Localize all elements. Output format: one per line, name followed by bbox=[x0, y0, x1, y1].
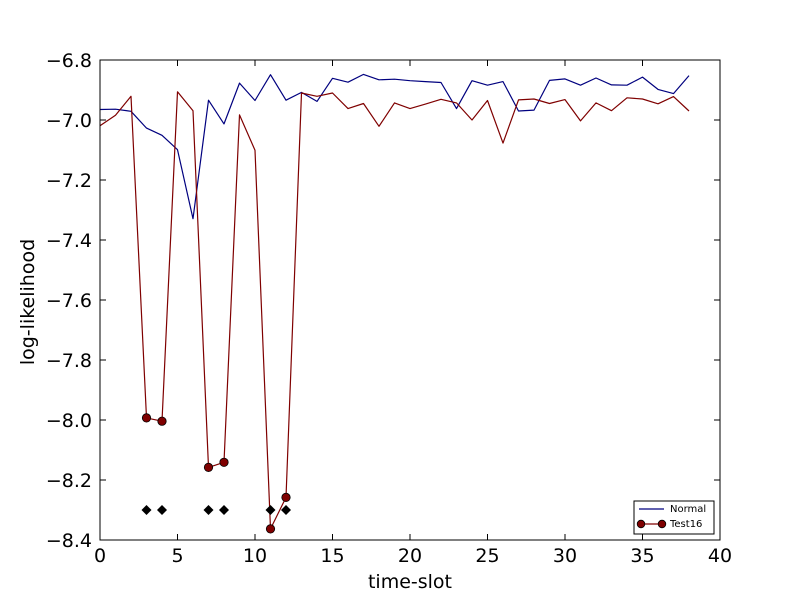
y-tick-label: −7.4 bbox=[46, 230, 92, 252]
y-tick-label: −7.2 bbox=[46, 170, 92, 192]
series-line-normal bbox=[99, 73, 690, 220]
test16-point-marker bbox=[203, 462, 214, 472]
anomaly-diamond-marker bbox=[141, 505, 152, 515]
x-tick-label: 10 bbox=[243, 545, 267, 567]
series-line-test16 bbox=[99, 91, 690, 530]
y-tick-label: −8.4 bbox=[46, 530, 92, 552]
x-tick-label: 15 bbox=[320, 545, 344, 567]
test16-point-marker bbox=[265, 524, 276, 534]
x-tick-label: 25 bbox=[475, 545, 499, 567]
x-axis-label: time-slot bbox=[368, 571, 452, 593]
test16-point-marker bbox=[157, 416, 167, 426]
x-tick-label: 20 bbox=[398, 545, 422, 567]
test16-point-marker bbox=[281, 492, 291, 502]
legend-box bbox=[633, 500, 715, 535]
legend-test16-marker-left bbox=[636, 519, 646, 529]
y-tick-label: −7.6 bbox=[46, 290, 92, 312]
legend-normal-label: Normal bbox=[670, 504, 706, 515]
anomaly-diamond-marker bbox=[157, 505, 167, 515]
legend-test16-marker-right bbox=[657, 519, 667, 529]
x-tick-label: 0 bbox=[94, 545, 106, 567]
x-tick-label: 5 bbox=[171, 545, 183, 567]
y-tick-label: −7.0 bbox=[46, 110, 92, 132]
anomaly-diamond-marker bbox=[219, 505, 229, 515]
x-tick-label: 40 bbox=[708, 545, 732, 567]
x-tick-label: 35 bbox=[630, 545, 654, 567]
axis-ticks: 0 5 10 15 20 25 30 35 40 −6.8 −7.0 −7.2 −7.4 −7.6 −7.8… bbox=[46, 50, 732, 567]
test16-point-marker bbox=[141, 413, 152, 423]
y-tick-label: −8.2 bbox=[46, 470, 92, 492]
y-tick-label: −8.0 bbox=[46, 410, 92, 432]
y-tick-label: −6.8 bbox=[46, 50, 92, 72]
anomaly-diamond-marker bbox=[203, 505, 214, 515]
anomaly-diamond-marker bbox=[265, 505, 276, 515]
y-tick-label: −7.8 bbox=[46, 350, 92, 372]
legend-test16-label: Test16 bbox=[669, 519, 702, 530]
test16-point-marker bbox=[219, 457, 229, 467]
plot-area bbox=[99, 73, 690, 534]
y-axis-label: log-likelihood bbox=[17, 239, 39, 365]
legend: Normal Test16 bbox=[633, 500, 715, 535]
anomaly-diamond-marker bbox=[281, 505, 291, 515]
x-tick-label: 30 bbox=[553, 545, 577, 567]
